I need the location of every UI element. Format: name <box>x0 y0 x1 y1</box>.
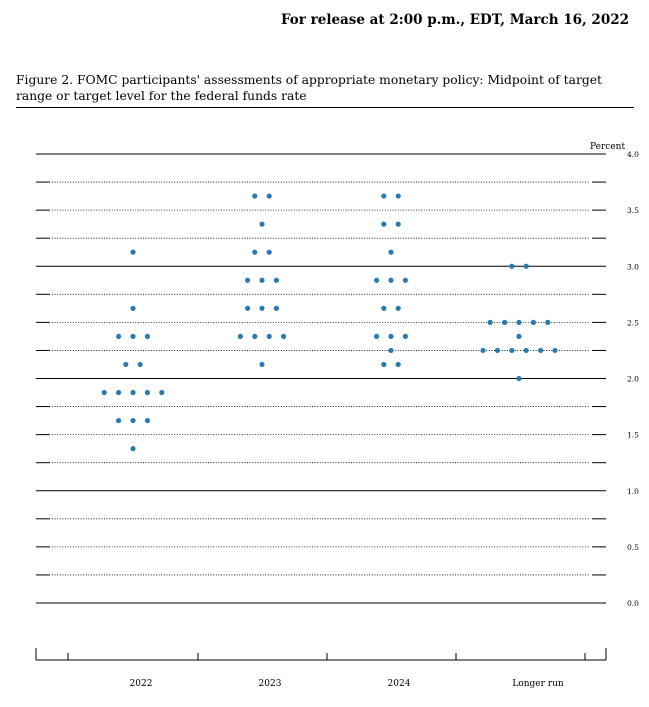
dot-participant <box>487 319 493 325</box>
x-category-label: 2023 <box>259 679 282 689</box>
dot-participant <box>273 305 279 311</box>
dot-participant <box>516 375 522 382</box>
dot-participant <box>381 305 387 311</box>
dot-participant <box>130 249 136 255</box>
dot-participant <box>402 277 408 283</box>
dot-participant <box>388 333 394 340</box>
dot-participant <box>116 333 122 340</box>
figure-caption: Figure 2. FOMC participants' assessments… <box>16 73 602 103</box>
dot-participant <box>144 417 150 424</box>
dot-participant <box>259 305 265 311</box>
dot-participant <box>116 389 122 396</box>
dot-participant <box>480 347 486 354</box>
dot-participant <box>252 249 258 255</box>
y-tick-label: 2.5 <box>627 318 639 327</box>
y-axis-label: Percent <box>590 142 625 152</box>
dot-participant <box>281 333 287 340</box>
dot-participant <box>395 193 401 199</box>
dot-participant <box>388 277 394 283</box>
y-tick-label: 3.0 <box>627 262 639 271</box>
dot-participant <box>266 193 272 199</box>
dot-participant <box>523 347 529 354</box>
dot-participant <box>266 249 272 255</box>
dot-participant <box>101 389 107 396</box>
dot-participant <box>530 319 537 325</box>
dot-participant <box>130 305 136 311</box>
dot-participant <box>273 277 279 283</box>
dot-participant <box>245 277 251 283</box>
dot-participant <box>259 277 265 283</box>
dot-participant <box>552 347 558 354</box>
dot-participant <box>381 221 387 227</box>
y-tick-label: 0.5 <box>627 543 639 552</box>
release-line: For release at 2:00 p.m., EDT, March 16,… <box>280 12 629 28</box>
y-tick-label: 0.0 <box>627 599 639 608</box>
dot-participant <box>395 361 401 368</box>
dot-participant <box>502 319 508 325</box>
caption-divider <box>16 107 634 108</box>
y-tick-label: 3.5 <box>627 206 639 215</box>
x-category-label: Longer run <box>512 679 564 689</box>
dot-participant <box>388 249 394 255</box>
dot-participant <box>381 193 387 199</box>
x-category-label: 2024 <box>388 679 411 689</box>
dot-participant <box>395 221 401 227</box>
dot-participant <box>123 361 129 368</box>
dot-participant <box>137 361 143 368</box>
y-tick-label: 1.5 <box>627 431 639 440</box>
y-tick-label: 4.0 <box>627 150 639 159</box>
dot-participant <box>538 347 544 354</box>
dot-participant <box>252 193 258 199</box>
dot-participant <box>516 333 522 340</box>
dot-participant <box>237 333 243 340</box>
dot-participant <box>374 333 380 340</box>
y-tick-label: 2.0 <box>627 375 639 384</box>
dot-participant <box>159 389 165 396</box>
dot-participant <box>388 347 394 354</box>
dot-participant <box>395 305 401 311</box>
y-tick-label: 1.0 <box>627 487 639 496</box>
x-category-label: 2022 <box>130 679 153 689</box>
dot-participant <box>116 417 122 424</box>
dot-participant <box>245 305 251 311</box>
dot-participant <box>516 319 522 325</box>
dot-participant <box>523 263 529 269</box>
dot-participant <box>545 319 551 325</box>
dot-participant <box>130 417 136 424</box>
dot-participant <box>144 333 150 340</box>
dot-participant <box>130 389 136 396</box>
dot-participant <box>494 347 500 354</box>
dot-participant <box>130 446 136 452</box>
dot-participant <box>374 277 380 283</box>
dot-participant <box>144 389 150 396</box>
dot-participant <box>402 333 408 340</box>
dot-participant <box>259 361 265 368</box>
dot-participant <box>509 263 515 269</box>
dot-participant <box>252 333 258 340</box>
dot-participant <box>130 333 136 340</box>
dot-participant <box>381 361 387 368</box>
dot-participant <box>266 333 272 340</box>
dot-participant <box>509 347 515 354</box>
dot-participant <box>259 221 265 227</box>
